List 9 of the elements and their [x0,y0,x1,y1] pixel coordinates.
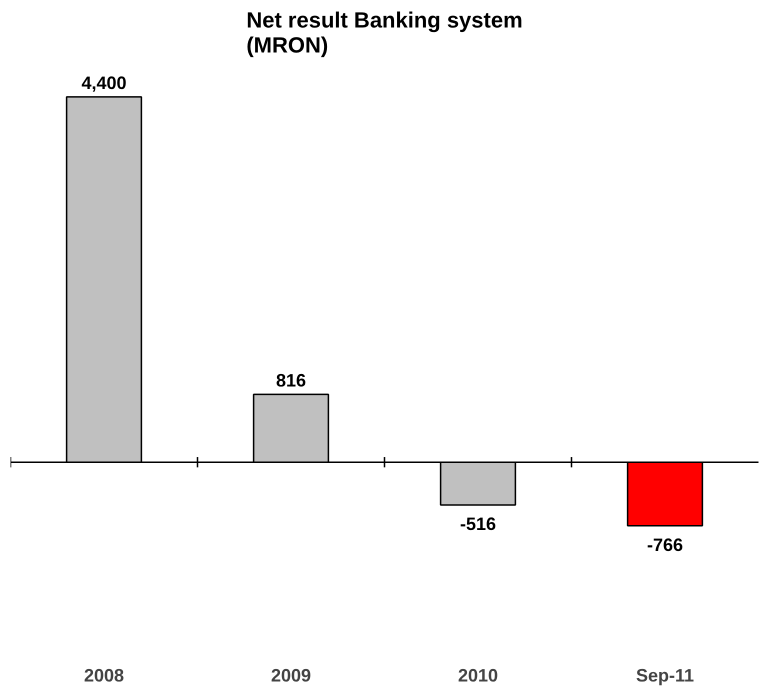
x-tick-label: Sep-11 [636,666,694,686]
data-label: 4,400 [81,72,127,93]
chart-title: Net result Banking system (MRON) [246,8,523,58]
data-label: 816 [276,370,306,390]
data-label: -516 [460,514,496,534]
data-label: -766 [646,534,684,555]
x-tick-label: 2009 [270,666,312,686]
x-tick-label: 2010 [458,666,498,686]
x-tick-label: 2008 [84,666,124,686]
